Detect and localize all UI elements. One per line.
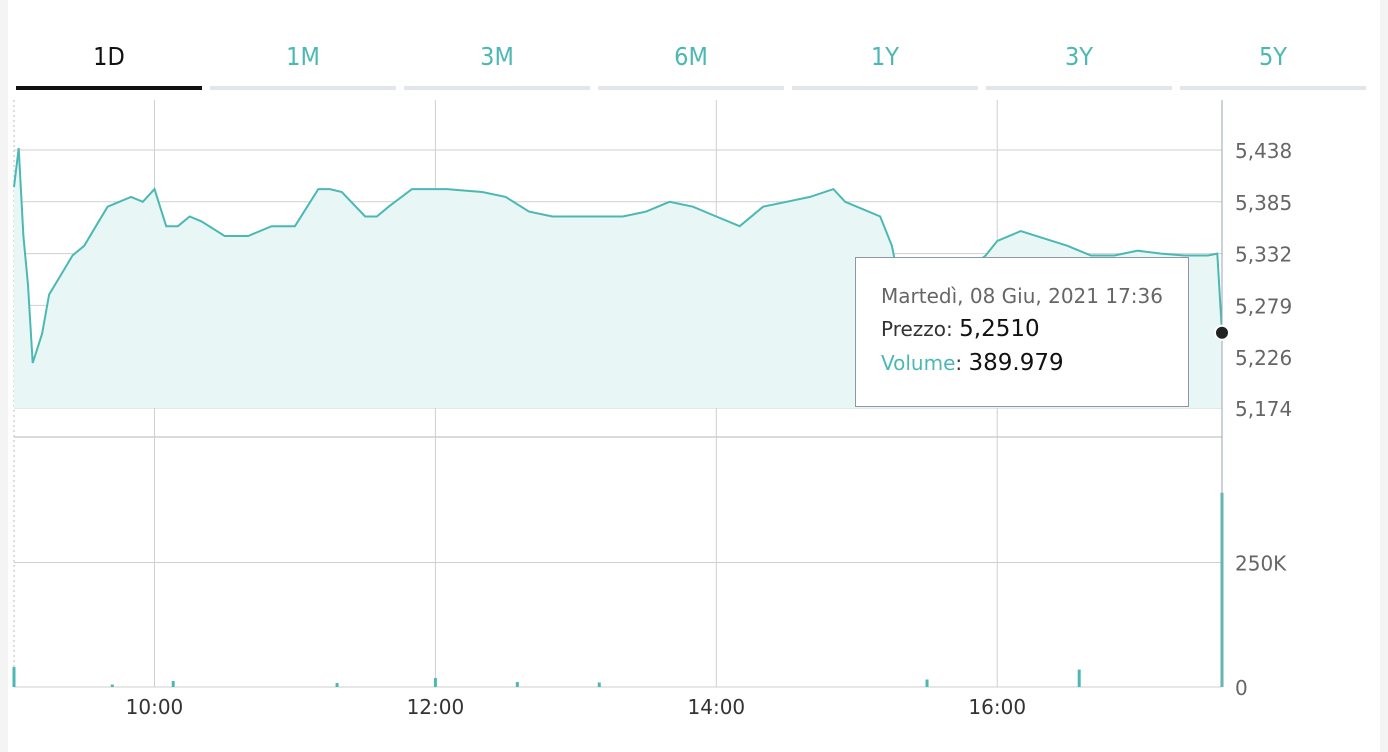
volume-bar bbox=[925, 679, 929, 687]
volume-tick-label: 250K bbox=[1235, 552, 1287, 576]
tooltip-volume-label: Volume bbox=[881, 351, 956, 375]
hover-marker bbox=[1214, 100, 1230, 687]
tab-3y[interactable]: 3Y bbox=[986, 0, 1172, 92]
tab-underline bbox=[210, 86, 396, 90]
time-tick-label: 16:00 bbox=[968, 695, 1026, 719]
tab-6m[interactable]: 6M bbox=[598, 0, 784, 92]
price-tick-label: 5,279 bbox=[1235, 294, 1292, 318]
tab-underline bbox=[986, 86, 1172, 90]
tab-underline bbox=[16, 86, 202, 90]
volume-bar bbox=[597, 682, 601, 687]
tab-1y[interactable]: 1Y bbox=[792, 0, 978, 92]
tab-1d[interactable]: 1D bbox=[16, 0, 202, 92]
time-tick-label: 14:00 bbox=[688, 695, 746, 719]
price-tick-label: 5,226 bbox=[1235, 346, 1292, 370]
tooltip-volume-row: Volume: 389.979 bbox=[881, 350, 1064, 376]
time-tick-label: 12:00 bbox=[407, 695, 465, 719]
tooltip-price-row: Prezzo: 5,2510 bbox=[881, 316, 1040, 342]
volume-bar bbox=[171, 681, 175, 687]
price-line bbox=[13, 147, 1223, 364]
chart-tooltip: Martedì, 08 Giu, 2021 17:36 Prezzo: 5,25… bbox=[855, 257, 1189, 407]
tab-label: 1Y bbox=[870, 42, 900, 71]
tooltip-price-value: 5,2510 bbox=[959, 316, 1040, 342]
tab-label: 1M bbox=[286, 42, 320, 71]
tab-1m[interactable]: 1M bbox=[210, 0, 396, 92]
tab-underline bbox=[792, 86, 978, 90]
volume-tick-label: 0 bbox=[1235, 676, 1248, 700]
tab-underline bbox=[1180, 86, 1366, 90]
price-tick-label: 5,332 bbox=[1235, 243, 1292, 267]
volume-bar bbox=[433, 678, 437, 687]
volume-bar bbox=[335, 683, 339, 687]
tab-label: 6M bbox=[674, 42, 708, 71]
tab-label: 3Y bbox=[1064, 42, 1094, 71]
volume-bar bbox=[12, 667, 16, 687]
tab-underline bbox=[404, 86, 590, 90]
tooltip-date: Martedì, 08 Giu, 2021 17:36 bbox=[881, 284, 1163, 308]
volume-bar bbox=[515, 682, 519, 687]
volume-bar bbox=[1077, 669, 1081, 687]
hover-dot bbox=[1214, 324, 1230, 341]
price-tick-label: 5,385 bbox=[1235, 191, 1292, 215]
tab-3m[interactable]: 3M bbox=[404, 0, 590, 92]
volume-bar bbox=[110, 684, 114, 687]
tab-label: 3M bbox=[480, 42, 514, 71]
volume-bars bbox=[12, 492, 1224, 687]
tab-5y[interactable]: 5Y bbox=[1180, 0, 1366, 92]
tooltip-volume-value: 389.979 bbox=[968, 350, 1064, 376]
time-tick-label: 10:00 bbox=[126, 695, 184, 719]
price-tick-label: 5,438 bbox=[1235, 139, 1292, 163]
tab-underline bbox=[598, 86, 784, 90]
price-tick-label: 5,174 bbox=[1235, 397, 1292, 421]
chart-axes: 5,174 5,226 5,279 5,332 5,385 5,438 0 250K 10:00… bbox=[126, 139, 1293, 719]
range-tabs: 1D 1M 3M 6M 1Y 3Y 5Y bbox=[16, 0, 1376, 92]
tab-label: 5Y bbox=[1258, 42, 1288, 71]
tooltip-price-label: Prezzo bbox=[881, 317, 947, 341]
tab-label: 1D bbox=[93, 42, 125, 71]
